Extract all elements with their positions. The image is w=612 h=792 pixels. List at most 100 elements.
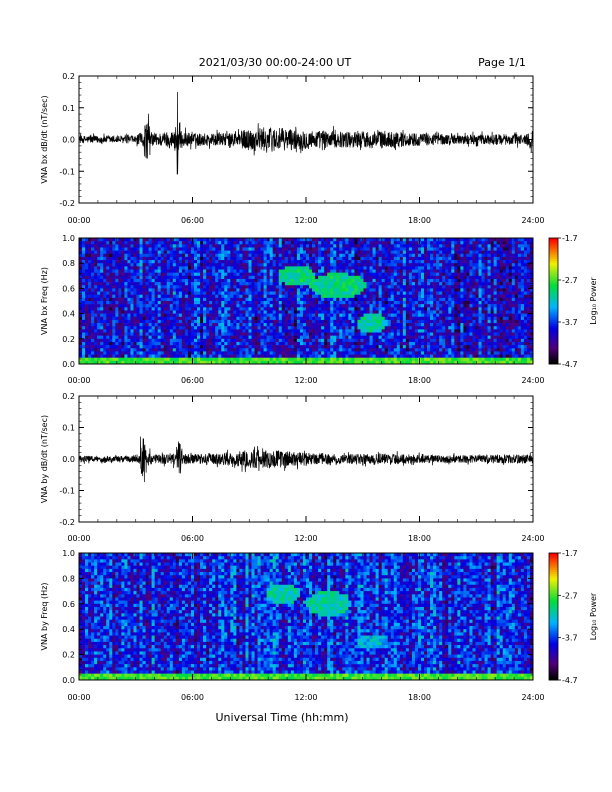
heatmap-cell: [396, 282, 401, 286]
heatmap-cell: [121, 357, 125, 362]
heatmap-cell: [411, 326, 416, 330]
heatmap-cell: [212, 310, 216, 314]
heatmap-cell: [378, 345, 382, 349]
heatmap-cell: [287, 238, 292, 242]
heatmap-cell: [88, 310, 92, 314]
heatmap-cell: [339, 282, 343, 286]
heatmap-cell: [321, 323, 325, 327]
heatmap-cell: [118, 253, 122, 258]
heatmap-cell: [393, 244, 398, 248]
heatmap-cell: [145, 345, 149, 349]
heatmap-cell: [142, 360, 146, 365]
heatmap-cell: [91, 329, 95, 333]
heatmap-cell: [91, 269, 95, 273]
heatmap-cell: [266, 269, 270, 273]
heatmap-cell: [233, 238, 237, 242]
heatmap-cell: [393, 253, 398, 258]
heatmap-cell: [287, 275, 292, 280]
heatmap-cell: [427, 301, 431, 305]
heatmap-cell: [293, 341, 298, 346]
heatmap-cell: [157, 253, 162, 258]
heatmap-cell: [433, 316, 437, 321]
heatmap-cell: [357, 272, 361, 277]
heatmap-cell: [88, 297, 92, 302]
heatmap-cell: [106, 348, 110, 352]
heatmap-cell: [354, 266, 358, 270]
heatmap-cell: [360, 291, 364, 295]
heatmap-cell: [203, 313, 207, 318]
heatmap-cell: [203, 275, 207, 280]
heatmap-cell: [281, 241, 286, 245]
heatmap-cell: [88, 263, 92, 267]
heatmap-cell: [269, 282, 274, 286]
heatmap-cell: [169, 238, 174, 242]
heatmap-cell: [333, 269, 337, 273]
heatmap-cell: [260, 335, 264, 340]
heatmap-cell: [278, 354, 283, 358]
heatmap-cell: [448, 250, 452, 255]
heatmap-cell: [251, 294, 255, 299]
heatmap-cell: [414, 238, 419, 242]
heatmap-cell: [115, 301, 119, 305]
heatmap-cell: [175, 316, 180, 321]
heatmap-cell: [121, 253, 125, 258]
heatmap-cell: [209, 250, 213, 255]
heatmap-cell: [357, 288, 361, 292]
heatmap-cell: [187, 263, 192, 267]
heatmap-cell: [360, 360, 364, 365]
heatmap-cell: [154, 332, 158, 336]
heatmap-cell: [275, 304, 280, 308]
heatmap-cell: [209, 263, 213, 267]
heatmap-cell: [312, 310, 316, 314]
heatmap-cell: [269, 272, 274, 277]
heatmap-cell: [357, 256, 361, 261]
heatmap-cell: [351, 241, 355, 245]
heatmap-cell: [309, 282, 313, 286]
heatmap-cell: [118, 310, 122, 314]
heatmap-cell: [387, 266, 392, 270]
heatmap-cell: [321, 348, 325, 352]
heatmap-cell: [360, 304, 364, 308]
heatmap-cell: [124, 269, 128, 273]
heatmap-cell: [442, 282, 446, 286]
heatmap-cell: [254, 354, 258, 358]
heatmap-cell: [354, 307, 358, 311]
heatmap-cell: [118, 357, 122, 362]
heatmap-cell: [269, 250, 274, 255]
heatmap-cell: [421, 244, 425, 248]
heatmap-cell: [327, 341, 331, 346]
heatmap-cell: [351, 247, 355, 251]
heatmap-cell: [399, 278, 404, 283]
heatmap-cell: [421, 263, 425, 267]
heatmap-cell: [151, 301, 155, 305]
heatmap-cell: [172, 285, 177, 289]
heatmap-cell: [163, 357, 168, 362]
heatmap-cell: [327, 250, 331, 255]
heatmap-cell: [160, 345, 165, 349]
heatmap-cell: [427, 288, 431, 292]
heatmap-cell: [390, 247, 395, 251]
heatmap-cell: [448, 326, 452, 330]
heatmap-cell: [287, 326, 292, 330]
heatmap-cell: [417, 297, 422, 302]
heatmap-cell: [236, 294, 240, 299]
heatmap-cell: [321, 278, 325, 283]
heatmap-cell: [293, 269, 298, 273]
heatmap-cell: [402, 256, 407, 261]
heatmap-cell: [121, 360, 125, 365]
heatmap-cell: [175, 297, 180, 302]
heatmap-cell: [411, 319, 416, 324]
heatmap-cell: [224, 357, 228, 362]
heatmap-cell: [194, 341, 198, 346]
heatmap-cell: [181, 282, 186, 286]
heatmap-cell: [218, 253, 222, 258]
heatmap-cell: [275, 323, 280, 327]
heatmap-cell: [127, 238, 131, 242]
heatmap-cell: [421, 256, 425, 261]
heatmap-cell: [245, 326, 249, 330]
heatmap-cell: [233, 285, 237, 289]
heatmap-cell: [136, 291, 140, 295]
heatmap-cell: [94, 278, 98, 283]
heatmap-cell: [296, 266, 301, 270]
heatmap-cell: [248, 260, 252, 264]
